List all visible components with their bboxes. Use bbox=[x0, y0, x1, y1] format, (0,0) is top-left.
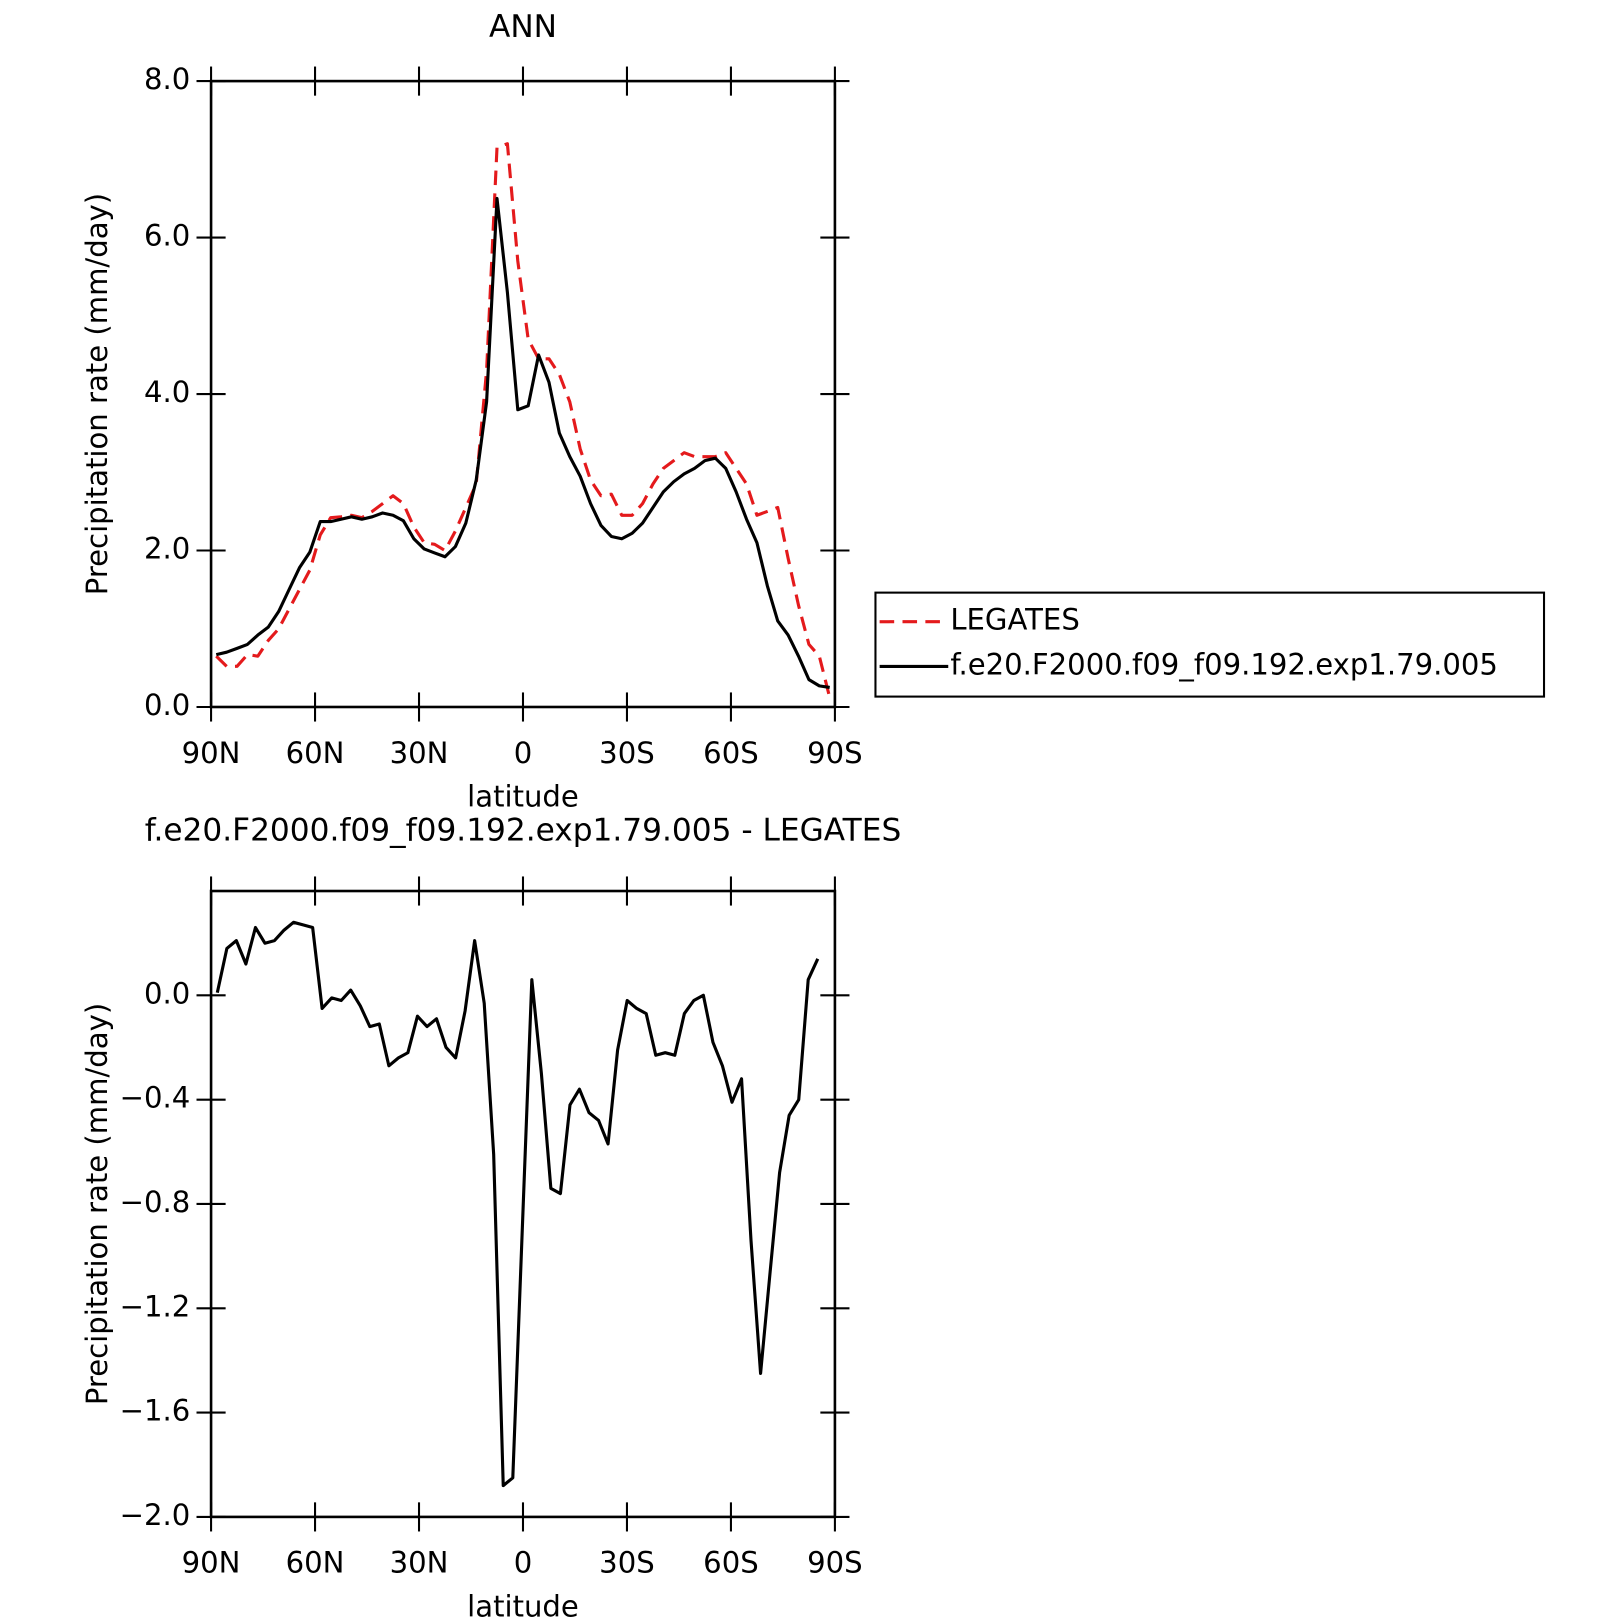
legend-label: f.e20.F2000.f09_f09.192.exp1.79.005 bbox=[950, 647, 1498, 681]
y-tick-label: 4.0 bbox=[144, 375, 190, 409]
data-line bbox=[215, 920, 820, 1488]
x-tick-label: 30N bbox=[390, 736, 449, 770]
chart-title: f.e20.F2000.f09_f09.192.exp1.79.005 - LE… bbox=[145, 813, 902, 849]
y-tick-label: −1.2 bbox=[120, 1289, 191, 1323]
y-axis-label: Precipitation rate (mm/day) bbox=[80, 193, 114, 595]
y-tick-label: 2.0 bbox=[144, 532, 190, 566]
chart-title: ANN bbox=[489, 9, 557, 45]
x-tick-label: 60S bbox=[703, 1546, 759, 1580]
y-tick-label: −0.4 bbox=[120, 1081, 191, 1115]
x-tick-label: 90S bbox=[807, 736, 863, 770]
legend-label: LEGATES bbox=[950, 603, 1079, 637]
plot-frame bbox=[209, 79, 837, 709]
x-tick-label: 60N bbox=[286, 736, 345, 770]
y-tick-label: 8.0 bbox=[144, 62, 190, 96]
y-axis-label: Precipitation rate (mm/day) bbox=[80, 1003, 114, 1405]
x-axis-label: latitude bbox=[467, 779, 579, 813]
x-tick-label: 30N bbox=[390, 1546, 449, 1580]
y-tick-label: −2.0 bbox=[120, 1498, 191, 1532]
x-tick-label: 60S bbox=[703, 736, 759, 770]
y-tick-label: 0.0 bbox=[144, 688, 190, 722]
y-tick-label: 6.0 bbox=[144, 219, 190, 253]
legend: LEGATES f.e20.F2000.f09_f09.192.exp1.79.0… bbox=[874, 591, 1546, 698]
x-tick-label: 90S bbox=[807, 1546, 863, 1580]
x-tick-label: 30S bbox=[599, 1546, 655, 1580]
x-tick-label: 0 bbox=[514, 736, 533, 770]
x-tick-label: 90N bbox=[182, 1546, 241, 1580]
x-tick-label: 0 bbox=[514, 1546, 533, 1580]
x-tick-label: 90N bbox=[182, 736, 241, 770]
x-tick-label: 30S bbox=[599, 736, 655, 770]
data-line bbox=[215, 196, 830, 689]
legend-box bbox=[874, 591, 1546, 698]
y-tick-label: 0.0 bbox=[144, 976, 190, 1010]
y-tick-label: −1.6 bbox=[120, 1394, 191, 1428]
x-tick-label: 60N bbox=[286, 1546, 345, 1580]
data-line bbox=[215, 142, 832, 699]
x-axis-label: latitude bbox=[467, 1589, 579, 1623]
y-tick-label: −0.8 bbox=[120, 1185, 191, 1219]
